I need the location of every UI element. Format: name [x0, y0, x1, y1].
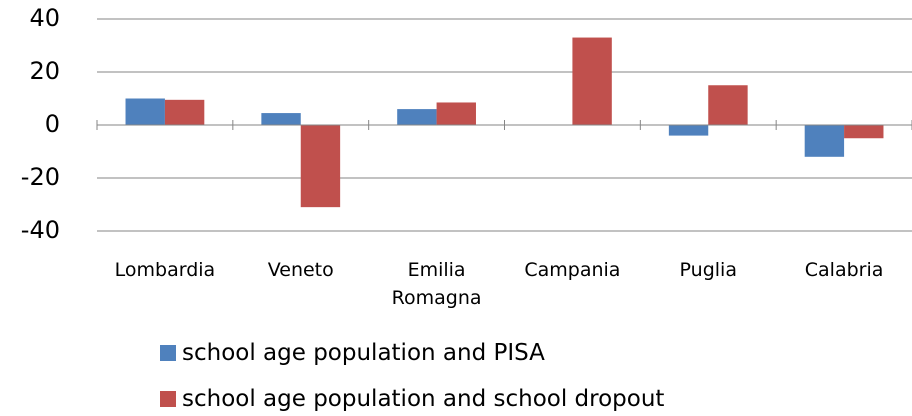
- bar: [164, 99, 205, 125]
- legend-entry: school age population and school dropout: [160, 386, 664, 412]
- bar: [572, 37, 612, 125]
- y-tick-label: 0: [45, 110, 60, 138]
- x-tick-label: Calabria: [804, 259, 884, 281]
- legend-swatch: [160, 391, 176, 407]
- bar: [300, 125, 341, 208]
- y-tick-label: 40: [29, 4, 60, 32]
- y-tick-label: -20: [21, 163, 60, 191]
- x-tick-label: Campania: [524, 259, 621, 281]
- x-tick-label: Veneto: [267, 259, 334, 281]
- bar: [261, 113, 301, 125]
- bar: [125, 98, 165, 125]
- bar: [804, 125, 845, 157]
- x-tick-label: Lombardia: [114, 259, 216, 281]
- y-tick-label: -40: [21, 216, 60, 244]
- legend-swatch: [160, 345, 176, 361]
- bar: [708, 85, 748, 125]
- x-tick-label: Emilia Romagna: [391, 259, 482, 309]
- x-tick-label: Puglia: [679, 259, 737, 281]
- legend-label: school age population and PISA: [182, 340, 545, 366]
- bar: [668, 125, 709, 136]
- bar: [436, 102, 476, 125]
- legend-label: school age population and school dropout: [182, 386, 665, 412]
- legend-entry: school age population and PISA: [160, 340, 545, 366]
- y-tick-label: 20: [29, 57, 60, 85]
- bar: [397, 109, 437, 125]
- bar: [844, 125, 884, 139]
